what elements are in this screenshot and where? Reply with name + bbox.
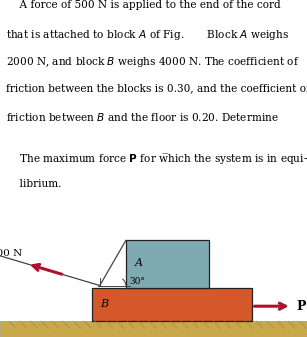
Bar — [126, 240, 209, 288]
Text: P: P — [296, 300, 306, 313]
Bar — [0, 321, 307, 337]
Text: friction between the blocks is 0.30, and the coefficient of: friction between the blocks is 0.30, and… — [6, 83, 307, 93]
Text: A force of 500 N is applied to the end of the cord: A force of 500 N is applied to the end o… — [6, 0, 281, 10]
Text: 500 N: 500 N — [0, 249, 22, 258]
Text: friction between $B$ and the floor is 0.20. Determine: friction between $B$ and the floor is 0.… — [6, 111, 279, 123]
Text: The maximum force $\mathbf{P}$ for w̅hich the system is in equi-: The maximum force $\mathbf{P}$ for w̅hic… — [6, 151, 307, 166]
Bar — [92, 288, 252, 321]
Text: 30°: 30° — [129, 277, 145, 286]
Text: that is attached to block $A$ of Fig.       Block $A$ weighs: that is attached to block $A$ of Fig. Bl… — [6, 28, 289, 42]
Text: librium.: librium. — [6, 179, 62, 189]
Text: A: A — [135, 258, 143, 268]
Text: 2000 N, and block $B$ weighs 4000 N. The coefficient of: 2000 N, and block $B$ weighs 4000 N. The… — [6, 55, 300, 69]
Text: B: B — [100, 299, 108, 309]
